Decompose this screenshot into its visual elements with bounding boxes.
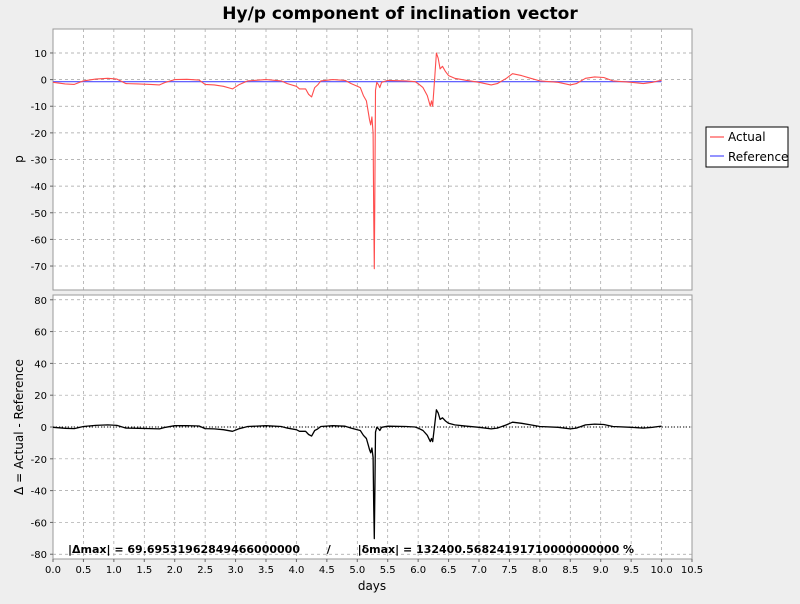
x-tick-label: 3.5: [258, 565, 274, 576]
series-line-delta: [52, 409, 662, 540]
bottom-y-tick-label: -20: [31, 455, 47, 466]
x-tick-label: 7.0: [471, 565, 487, 576]
top-y-tick-label: -40: [31, 182, 47, 193]
bottom-y-tick-label: -40: [31, 487, 47, 498]
x-tick-label: 9.0: [593, 565, 609, 576]
bottom-y-ticks: 80 60 40 20 0 -20 -40 -60 -80: [31, 296, 53, 561]
x-tick-label: 3.0: [228, 565, 244, 576]
top-y-ticks: 10 0 -10 -20 -30 -40 -50 -60 -70: [31, 49, 53, 273]
top-grid: [53, 29, 692, 290]
x-tick-label: 8.5: [562, 565, 578, 576]
x-ticks: 0.0 0.5 1.0 1.5 2.0 2.5 3.0 3.5 4.0 4.5 5.0 5.5 6.0 6…: [45, 559, 703, 576]
top-y-tick-label: -10: [31, 102, 47, 113]
x-tick-label: 9.5: [623, 565, 639, 576]
top-series: [52, 52, 662, 270]
bottom-y-tick-label: -80: [31, 550, 47, 561]
x-tick-label: 0.0: [45, 565, 61, 576]
x-tick-label: 2.0: [167, 565, 183, 576]
x-tick-label: 6.5: [441, 565, 457, 576]
bottom-y-tick-label: -60: [31, 518, 47, 529]
top-y-tick-label: -50: [31, 209, 47, 220]
top-y-tick-label: -20: [31, 129, 47, 140]
x-tick-label: 2.5: [197, 565, 213, 576]
x-tick-label: 1.0: [106, 565, 122, 576]
x-tick-label: 8.0: [532, 565, 548, 576]
x-tick-label: 6.0: [410, 565, 426, 576]
x-tick-label: 7.5: [501, 565, 517, 576]
x-tick-label: 10.0: [650, 565, 672, 576]
legend-label-actual: Actual: [728, 130, 766, 144]
legend-label-reference: Reference: [728, 150, 788, 164]
top-y-tick-label: -60: [31, 235, 47, 246]
x-tick-label: 1.5: [136, 565, 152, 576]
top-y-tick-label: -70: [31, 262, 47, 273]
x-axis-label: days: [358, 579, 386, 593]
chart-title: Hy/p component of inclination vector: [222, 4, 578, 24]
top-y-tick-label: 0: [41, 76, 47, 87]
x-tick-label: 4.5: [319, 565, 335, 576]
x-tick-label: 5.0: [349, 565, 365, 576]
top-y-tick-label: -30: [31, 156, 47, 167]
bottom-y-tick-label: 40: [34, 359, 47, 370]
bottom-y-tick-label: 0: [41, 423, 47, 434]
legend: Actual Reference: [705, 126, 789, 168]
bottom-series: [52, 409, 692, 540]
legend-box: [705, 126, 789, 168]
delta-max-annotation: |Δmax| = 69.69531962849466000000 / |δmax…: [68, 543, 634, 556]
series-line-actual: [52, 52, 662, 270]
x-tick-label: 5.5: [380, 565, 396, 576]
bottom-y-axis-label: Δ = Actual - Reference: [12, 359, 26, 495]
x-tick-label: 4.0: [288, 565, 304, 576]
bottom-y-tick-label: 60: [34, 328, 47, 339]
bottom-y-tick-label: 20: [34, 391, 47, 402]
top-y-axis-label: p: [12, 155, 26, 163]
x-tick-label: 10.5: [681, 565, 703, 576]
x-tick-label: 0.5: [75, 565, 91, 576]
top-y-tick-label: 10: [34, 49, 47, 60]
bottom-y-tick-label: 80: [34, 296, 47, 307]
